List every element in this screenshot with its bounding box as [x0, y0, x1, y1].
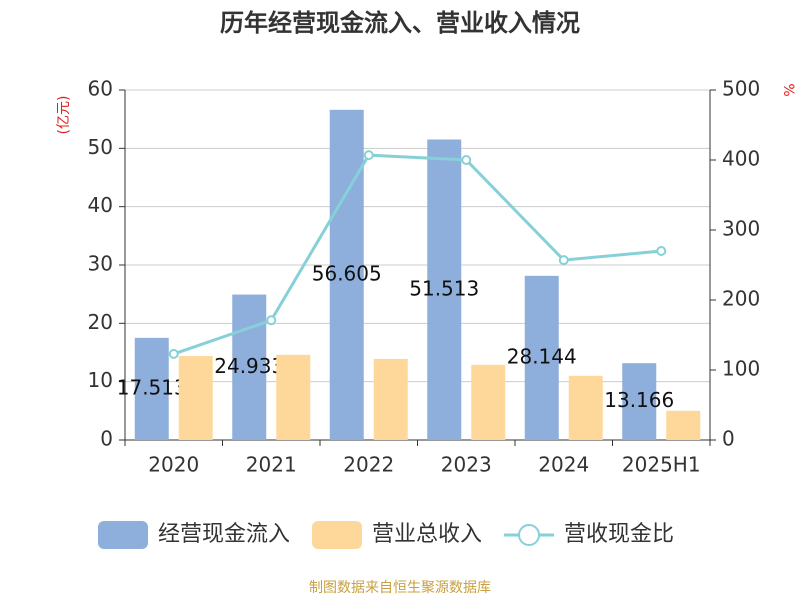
bar — [134, 337, 169, 440]
y2-tick-label: 200 — [722, 287, 760, 311]
data-label: 28.144 — [507, 344, 577, 368]
y-axis-label: (亿元) — [56, 96, 72, 135]
y-tick-label: 0 — [100, 427, 113, 451]
bar — [232, 294, 267, 440]
line-point — [168, 348, 179, 359]
y-tick-label: 50 — [88, 135, 113, 159]
y-tick-label: 20 — [88, 310, 113, 334]
y-tick-label: 10 — [88, 368, 113, 392]
legend-swatch — [98, 521, 148, 549]
y2-tick-label: 0 — [722, 427, 735, 451]
y2-tick-label: 300 — [722, 217, 760, 241]
bar — [666, 410, 701, 440]
bar — [276, 354, 311, 440]
y2-tick-label: 500 — [722, 77, 760, 101]
data-label: 56.605 — [312, 261, 382, 285]
x-tick-label: 2020 — [148, 453, 199, 477]
bar — [471, 364, 506, 440]
line-point — [558, 255, 569, 266]
legend-label: 营收现金比 — [564, 522, 674, 547]
x-tick-label: 2021 — [246, 453, 297, 477]
bar — [622, 363, 657, 440]
chart-title: 历年经营现金流入、营业收入情况 — [220, 9, 580, 37]
y-tick-label: 30 — [88, 252, 113, 276]
line-point — [363, 150, 374, 161]
data-label: 17.513 — [117, 375, 187, 399]
x-tick-label: 2024 — [538, 453, 589, 477]
y2-axis-label: % — [780, 83, 796, 96]
y2-tick-label: 100 — [722, 357, 760, 381]
legend-swatch — [312, 521, 363, 549]
line-point — [461, 155, 472, 165]
y-tick-label: 40 — [88, 193, 113, 217]
legend-label: 营业总收入 — [372, 522, 482, 547]
data-label: 24.933 — [214, 354, 284, 378]
x-tick-label: 2023 — [441, 453, 492, 477]
line-series — [173, 153, 662, 356]
bar — [373, 358, 408, 440]
bar — [427, 139, 462, 440]
legend-swatch — [518, 524, 541, 546]
bar — [524, 275, 559, 440]
source-note: 制图数据来自恒生聚源数据库 — [309, 580, 491, 596]
legend-label: 经营现金流入 — [158, 522, 290, 547]
bar — [568, 375, 603, 440]
bar — [178, 356, 213, 440]
data-label: 51.513 — [409, 276, 479, 300]
bar — [329, 109, 364, 440]
x-tick-label: 2022 — [343, 453, 394, 477]
data-label: 13.166 — [604, 388, 674, 412]
line-point — [656, 246, 667, 256]
line-point — [266, 315, 277, 326]
x-tick-label: 2025H1 — [622, 453, 701, 477]
y-tick-label: 60 — [88, 77, 113, 101]
y2-tick-label: 400 — [722, 147, 760, 171]
